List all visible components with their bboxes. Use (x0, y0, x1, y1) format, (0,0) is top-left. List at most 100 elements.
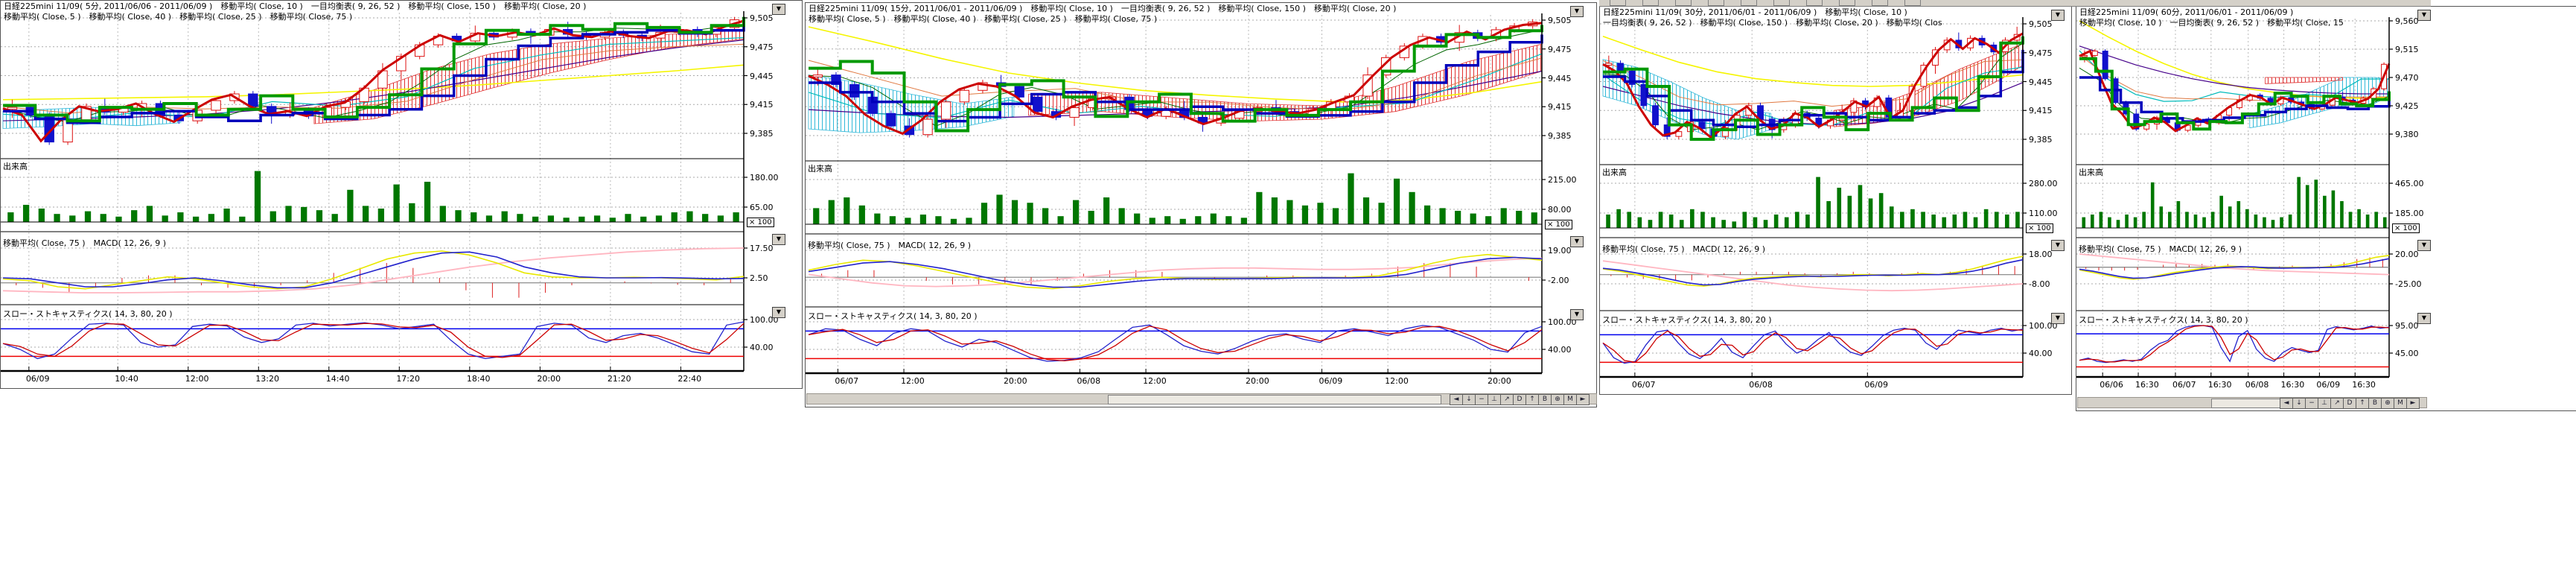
chart-window-30min: 日経225mini 11/09( 30分, 2011/06/01 - 2011/… (1599, 6, 2072, 395)
collapse-price-section-button[interactable]: ▼ (2051, 10, 2065, 21)
chart-tool-button[interactable]: ⊥ (2318, 398, 2331, 409)
chart-tool-button[interactable]: D (1513, 394, 1526, 405)
price-axis-label: 9,505 (2029, 19, 2053, 29)
toolbar-button-fragment[interactable] (1741, 0, 1757, 6)
chart-tool-button[interactable]: ⊕ (2381, 398, 2394, 409)
chart-tool-button[interactable]: ◄ (1450, 394, 1463, 405)
chart-tool-button[interactable]: ⊕ (1551, 394, 1564, 405)
stochastics-section-label: スロー・ストキャスティクス( 14, 3, 80, 20 ) (1602, 315, 1772, 325)
macd-axis-label: -2.00 (1548, 276, 1569, 285)
volume-multiplier-badge: × 100 (2026, 223, 2053, 233)
stochastics-section-label: スロー・ストキャスティクス( 14, 3, 80, 20 ) (3, 309, 173, 319)
chart-window-15min: 日経225mini 11/09( 15分, 2011/06/01 - 2011/… (805, 2, 1597, 407)
time-axis-label: 18:40 (466, 374, 491, 384)
toolbar-button-fragment[interactable] (1839, 0, 1855, 6)
chart-tool-button[interactable]: − (2305, 398, 2318, 409)
volume-axis-label: 215.00 (1548, 175, 1577, 185)
toolbar-button-fragment[interactable] (1904, 0, 1921, 6)
price-axis-label: 9,445 (2029, 77, 2053, 87)
price-axis-label: 9,385 (2029, 135, 2053, 145)
toolbar-button-fragment[interactable] (1806, 0, 1823, 6)
collapse-macd-section-button[interactable]: ▼ (772, 234, 785, 245)
price-axis-label: 9,385 (1548, 131, 1572, 141)
time-axis-label: 16:30 (2280, 380, 2305, 390)
application-toolbar-sliver (1599, 0, 2431, 7)
toolbar-button-fragment[interactable] (1610, 0, 1626, 6)
stochastics-axis-label: 100.00 (750, 315, 779, 325)
time-axis-label: 06/08 (1077, 376, 1101, 386)
macd-axis-label: 2.50 (750, 273, 768, 283)
volume-axis-label: 110.00 (2029, 209, 2058, 218)
time-axis-label: 06/09 (1864, 380, 1889, 390)
stochastics-section-label: スロー・ストキャスティクス( 14, 3, 80, 20 ) (808, 311, 978, 321)
chart-tool-button[interactable]: D (2343, 398, 2356, 409)
volume-multiplier-badge: × 100 (747, 218, 774, 227)
chart-tool-button[interactable]: ↑ (1525, 394, 1539, 405)
chart-window-5min: 日経225mini 11/09( 5分, 2011/06/06 - 2011/0… (0, 0, 803, 389)
macd-axis-label: -25.00 (2395, 279, 2422, 289)
collapse-stoch-section-button[interactable]: ▼ (1570, 309, 1584, 320)
chart-tool-button[interactable]: ⊥ (1488, 394, 1501, 405)
stochastics-axis-label: 100.00 (2029, 321, 2058, 331)
horizontal-scrollbar[interactable]: ◄ ↓ − ⊥ ↗ D ↑ B ⊕ M ► (2077, 397, 2427, 409)
time-axis-label: 13:20 (255, 374, 279, 384)
collapse-price-section-button[interactable]: ▼ (2417, 10, 2431, 21)
volume-section-label: 出来高 (3, 162, 28, 171)
time-axis-label: 17:20 (396, 374, 421, 384)
time-axis-label: 06/07 (2172, 380, 2196, 390)
stochastics-section-label: スロー・ストキャスティクス( 14, 3, 80, 20 ) (2079, 315, 2248, 325)
chart-tool-button[interactable]: ↗ (2330, 398, 2344, 409)
stochastics-axis-label: 100.00 (1548, 317, 1577, 327)
volume-axis-label: 80.00 (1548, 205, 1572, 215)
collapse-stoch-section-button[interactable]: ▼ (2417, 313, 2431, 324)
collapse-price-section-button[interactable]: ▼ (1570, 6, 1584, 17)
chart-tool-button[interactable]: ↓ (2292, 398, 2306, 409)
price-axis-label: 9,415 (750, 100, 774, 110)
volume-section-label: 出来高 (1602, 168, 1627, 177)
collapse-stoch-section-button[interactable]: ▼ (2051, 313, 2065, 324)
horizontal-scrollbar[interactable]: ◄ ↓ − ⊥ ↗ D ↑ B ⊕ M ► (806, 393, 1597, 405)
chart-tool-button[interactable]: M (1563, 394, 1577, 405)
chart-title-line1: 日経225mini 11/09( 5分, 2011/06/06 - 2011/0… (4, 2, 587, 11)
chart-tool-button[interactable]: ► (2406, 398, 2420, 409)
time-axis-label: 16:30 (2207, 380, 2232, 390)
macd-section-label: 移動平均( Close, 75 ) MACD( 12, 26, 9 ) (808, 241, 972, 250)
chart-tool-button[interactable]: ► (1576, 394, 1590, 405)
chart-title-line2: 移動平均( Close, 5 ) 移動平均( Close, 40 ) 移動平均(… (4, 13, 353, 22)
collapse-macd-section-button[interactable]: ▼ (1570, 236, 1584, 247)
chart-tool-button[interactable]: ↓ (1462, 394, 1476, 405)
toolbar-button-fragment[interactable] (1773, 0, 1790, 6)
toolbar-button-fragment[interactable] (1642, 0, 1659, 6)
collapse-macd-section-button[interactable]: ▼ (2051, 240, 2065, 251)
collapse-price-section-button[interactable]: ▼ (772, 4, 785, 15)
chart-tool-button[interactable]: B (1538, 394, 1552, 405)
collapse-macd-section-button[interactable]: ▼ (2417, 240, 2431, 251)
chart-tool-button[interactable]: M (2394, 398, 2407, 409)
macd-axis-label: 17.50 (750, 244, 774, 253)
price-axis-label: 9,475 (750, 42, 774, 52)
time-axis-label: 06/07 (835, 376, 859, 386)
toolbar-button-fragment[interactable] (1675, 0, 1692, 6)
chart-tool-button[interactable]: ◄ (2280, 398, 2293, 409)
time-axis-label: 06/09 (2316, 380, 2341, 390)
chart-tool-button[interactable]: ↑ (2356, 398, 2369, 409)
time-axis-label: 16:30 (2352, 380, 2376, 390)
toolbar-button-fragment[interactable] (1708, 0, 1724, 6)
toolbar-button-fragment[interactable] (1872, 0, 1888, 6)
time-axis-label: 06/06 (2100, 380, 2123, 390)
chart-title-line1: 日経225mini 11/09( 30分, 2011/06/01 - 2011/… (1603, 8, 1907, 17)
volume-section-label: 出来高 (808, 164, 832, 174)
price-axis-label: 9,445 (1548, 73, 1572, 83)
time-axis-label: 10:40 (115, 374, 138, 384)
price-axis-label: 9,505 (750, 13, 774, 23)
time-axis-label: 20:00 (1488, 376, 1511, 386)
chart-tool-button[interactable]: ↗ (1500, 394, 1514, 405)
chart-title-line1: 日経225mini 11/09( 15分, 2011/06/01 - 2011/… (809, 4, 1397, 13)
price-axis-label: 9,385 (750, 129, 774, 139)
chart-tool-button[interactable]: − (1475, 394, 1488, 405)
scrollbar-thumb[interactable] (1108, 395, 1441, 404)
chart-tool-button[interactable]: B (2368, 398, 2382, 409)
collapse-stoch-section-button[interactable]: ▼ (772, 307, 785, 318)
price-axis-label: 9,425 (2395, 101, 2419, 111)
time-axis-label: 22:40 (678, 374, 702, 384)
